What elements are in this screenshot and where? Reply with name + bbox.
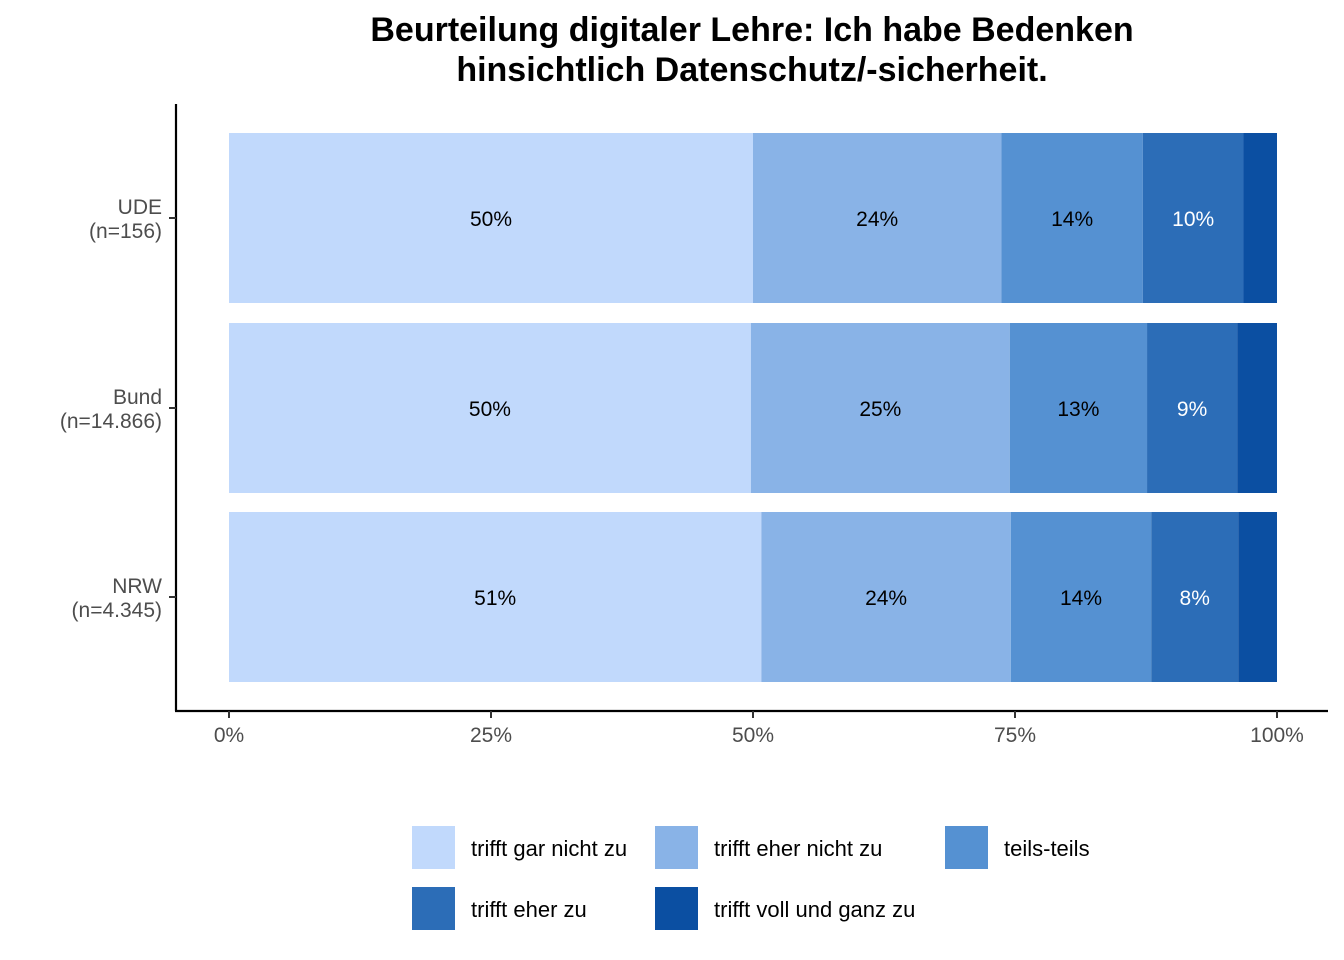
data-label-bund-trifft-gar-nicht-zu: 50% [469,398,511,421]
legend-swatch-trifft-gar-nicht-zu [412,826,455,869]
category-n-nrw: (n=4.345) [72,599,162,622]
data-label-nrw-teils-teils: 14% [1060,587,1102,610]
legend-label-teils-teils: teils-teils [1004,836,1090,861]
category-label-bund: Bund [113,386,162,409]
category-label-nrw: NRW [112,575,162,598]
legend-item-trifft-gar-nicht-zu: trifft gar nicht zu [412,826,627,869]
axes-layer: UDE(n=156) Bund(n=14.866) NRW(n=4.345) 0% 25… [60,104,1328,747]
bar-nrw-trifft-gar-nicht-zu [229,512,762,682]
legend-label-trifft-gar-nicht-zu: trifft gar nicht zu [471,836,627,861]
x-tick-label-0: 0% [214,724,244,747]
data-label-nrw-trifft-gar-nicht-zu: 51% [474,587,516,610]
data-label-ude-trifft-eher-nicht-zu: 24% [856,208,898,231]
x-tick-label-50: 50% [732,724,774,747]
bar-ude-trifft-eher-zu [1142,133,1244,303]
bar-ude-trifft-voll-und-ganz-zu [1243,133,1277,303]
bar-ude-teils-teils [1001,133,1143,303]
legend-swatch-trifft-voll-und-ganz-zu [655,887,698,930]
category-label-ude: UDE [118,196,162,219]
bar-bund-trifft-eher-zu [1147,323,1238,493]
legend: trifft gar nicht zu trifft eher nicht zu t… [412,826,1090,930]
data-label-ude-teils-teils: 14% [1051,208,1093,231]
legend-item-trifft-voll-und-ganz-zu: trifft voll und ganz zu [655,887,915,930]
data-label-bund-teils-teils: 13% [1057,398,1099,421]
bar-nrw-teils-teils [1010,512,1152,682]
legend-item-trifft-eher-zu: trifft eher zu [412,887,587,930]
x-tick-label-100: 100% [1250,724,1304,747]
legend-item-teils-teils: teils-teils [945,826,1090,869]
bar-ude-trifft-gar-nicht-zu [229,133,753,303]
legend-swatch-teils-teils [945,826,988,869]
data-label-ude-trifft-gar-nicht-zu: 50% [470,208,512,231]
data-label-bund-trifft-eher-nicht-zu: 25% [859,398,901,421]
data-label-nrw-trifft-eher-zu: 8% [1180,587,1210,610]
category-n-bund: (n=14.866) [60,410,162,433]
legend-label-trifft-eher-nicht-zu: trifft eher nicht zu [714,836,882,861]
data-label-nrw-trifft-eher-nicht-zu: 24% [865,587,907,610]
legend-swatch-trifft-eher-zu [412,887,455,930]
data-label-bund-trifft-eher-zu: 9% [1177,398,1207,421]
legend-label-trifft-voll-und-ganz-zu: trifft voll und ganz zu [714,897,915,922]
bar-bund-teils-teils [1009,323,1148,493]
bar-nrw-trifft-eher-nicht-zu [761,512,1011,682]
bars-layer [229,133,1277,682]
data-label-ude-trifft-eher-zu: 10% [1172,208,1214,231]
chart-title: Beurteilung digitaler Lehre: Ich habe Be… [370,11,1133,89]
bar-nrw-trifft-voll-und-ganz-zu [1238,512,1277,682]
legend-swatch-trifft-eher-nicht-zu [655,826,698,869]
x-tick-label-75: 75% [994,724,1036,747]
category-n-ude: (n=156) [89,220,162,243]
bar-bund-trifft-gar-nicht-zu [229,323,751,493]
chart-title-line-2: hinsichtlich Datenschutz/-sicherheit. [456,51,1047,89]
bar-nrw-trifft-eher-zu [1151,512,1239,682]
data-labels-layer: 50% 24% 14% 10% 50% 25% 13% 9% 51% 24% 14% 8% [469,208,1214,610]
bar-bund-trifft-eher-nicht-zu [750,323,1010,493]
legend-label-trifft-eher-zu: trifft eher zu [471,897,587,922]
bar-ude-trifft-eher-nicht-zu [753,133,1002,303]
x-tick-label-25: 25% [470,724,512,747]
legend-item-trifft-eher-nicht-zu: trifft eher nicht zu [655,826,882,869]
bar-bund-trifft-voll-und-ganz-zu [1237,323,1277,493]
chart-title-line-1: Beurteilung digitaler Lehre: Ich habe Be… [370,11,1133,49]
